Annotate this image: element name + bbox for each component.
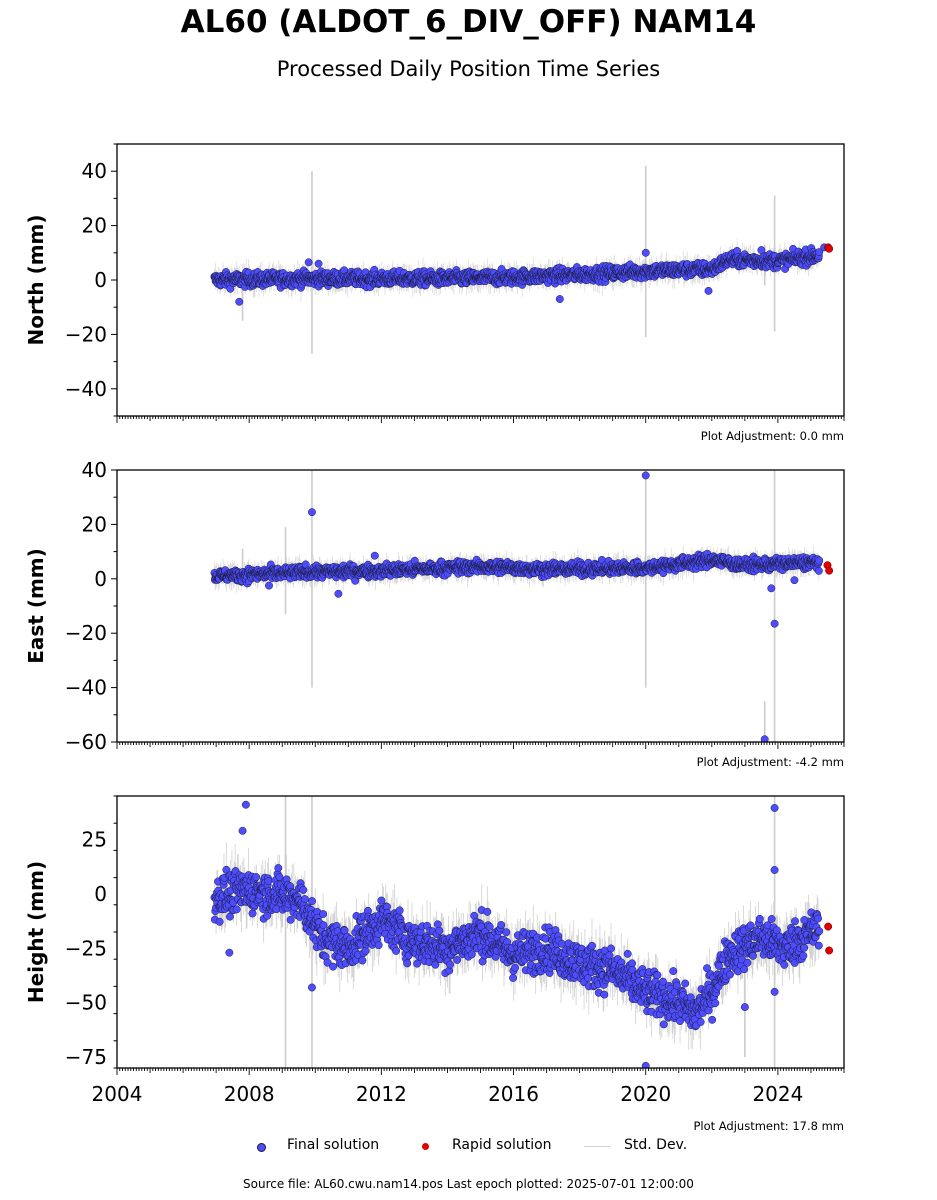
y-tick-label: 40 [82, 159, 107, 183]
y-tick-label: 20 [82, 512, 107, 536]
final-point [641, 471, 650, 480]
final-point [704, 286, 713, 295]
final-point [770, 619, 779, 628]
final-point [814, 566, 823, 575]
final-point [641, 248, 650, 257]
final-point [314, 259, 323, 268]
y-tick-label: −40 [65, 377, 107, 401]
y-tick-label: −20 [65, 621, 107, 645]
final-point [555, 295, 564, 303]
final-point [235, 297, 244, 306]
y-tick-label: 40 [82, 458, 107, 482]
final-point [815, 248, 824, 257]
plot-area [210, 165, 834, 354]
final-point [815, 556, 824, 565]
y-axis-label: North (mm) [24, 214, 48, 345]
y-tick-label: 0 [94, 567, 107, 591]
final-point [790, 576, 799, 585]
final-point [265, 581, 273, 590]
final-point [308, 508, 316, 517]
final-point [757, 246, 766, 255]
y-tick-label: 20 [82, 214, 107, 238]
final-point [767, 584, 776, 593]
final-point [334, 589, 343, 598]
plot-area [210, 470, 834, 742]
y-tick-label: 0 [94, 268, 107, 292]
chart-title: AL60 (ALDOT_6_DIV_OFF) NAM14 [180, 4, 757, 40]
final-point [370, 551, 379, 560]
panel-0: −40 −20 0 20 40 North (mm) Plot Adjustment: 0.… [24, 143, 845, 443]
plot-frame [116, 469, 845, 743]
chart-subtitle: Processed Daily Position Time Series [276, 57, 661, 81]
y-tick-label: −40 [65, 676, 107, 700]
rapid-point [825, 244, 834, 253]
final-point [304, 258, 313, 267]
rapid-point [825, 566, 834, 575]
y-tick-label: −60 [65, 730, 107, 754]
y-tick-label: −20 [65, 322, 107, 346]
y-axis-label: East (mm) [24, 548, 48, 664]
plot-adjustment-note: Plot Adjustment: 0.0 mm [701, 429, 844, 443]
